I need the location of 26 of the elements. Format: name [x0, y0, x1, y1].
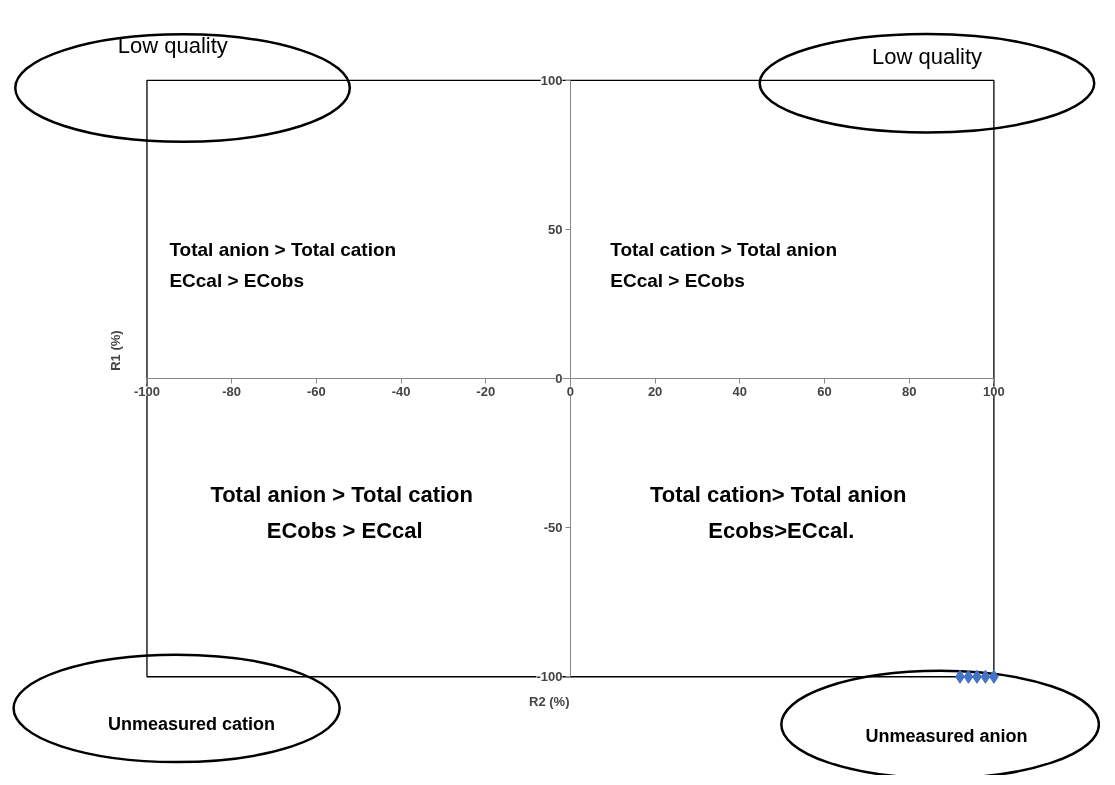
- y-tick-label: -100: [536, 669, 563, 685]
- x-tick-label: 0: [566, 383, 575, 399]
- x-tick-label: 60: [817, 383, 832, 399]
- annotation: Total cation > Total anion ECcal > ECobs: [610, 239, 838, 291]
- y-axis-title: R1 (%): [107, 330, 123, 371]
- text: Unmeasured anion: [865, 726, 1028, 747]
- x-tick-label: -40: [391, 383, 411, 399]
- x-axis-title: R2 (%): [529, 694, 570, 710]
- y-tick-label: 100: [540, 72, 563, 88]
- annotation: Total anion > Total cation ECobs > ECcal: [210, 482, 473, 544]
- x-tick-label: -100: [133, 383, 160, 399]
- y-tick-label: 50: [547, 221, 563, 237]
- y-tick-label: -50: [543, 520, 563, 536]
- x-tick-label: 80: [901, 383, 917, 399]
- text: Unmeasured cation: [107, 714, 275, 735]
- x-tick-label: -60: [306, 383, 326, 399]
- x-tick-label: 20: [647, 383, 663, 399]
- x-tick-label: 40: [732, 383, 748, 399]
- y-tick-label: 0: [555, 371, 563, 387]
- x-tick-label: 100: [983, 383, 1005, 399]
- text: Low quality: [117, 33, 228, 59]
- x-tick-label: -80: [222, 383, 242, 399]
- annotation: Total cation> Total anion Ecobs>ECcal.: [650, 482, 907, 544]
- text: Low quality: [871, 43, 983, 69]
- annotation: Total anion > Total cation ECcal > ECobs: [169, 239, 397, 291]
- x-tick-label: -20: [476, 383, 496, 399]
